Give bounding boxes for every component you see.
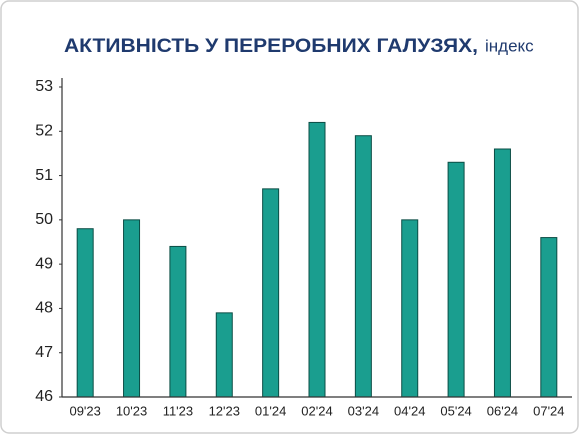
bar	[354, 135, 372, 398]
x-tick-label: 12'23	[209, 403, 240, 418]
bar	[540, 237, 558, 398]
x-tick-label: 01'24	[255, 403, 286, 418]
chart-subtitle: індекс	[485, 36, 534, 55]
x-tick-label: 04'24	[394, 403, 425, 418]
bar	[262, 188, 280, 398]
y-tick-label: 52	[35, 123, 53, 140]
x-tick-label: 10'23	[116, 403, 147, 418]
y-tick-label: 48	[35, 300, 53, 317]
bar	[447, 161, 465, 398]
x-tick-label: 09'23	[69, 403, 100, 418]
x-tick-label: 03'24	[348, 403, 379, 418]
x-tick-label: 07'24	[533, 403, 564, 418]
x-tick-label: 06'24	[487, 403, 518, 418]
y-tick-label: 46	[35, 388, 53, 405]
bar	[308, 121, 326, 398]
chart-title: АКТИВНІСТЬ У ПЕРЕРОБНИХ ГАЛУЗЯХ,	[64, 36, 478, 57]
bar	[493, 148, 511, 398]
y-tick-label: 53	[35, 78, 53, 95]
bar	[169, 245, 187, 398]
x-tick-label: 05'24	[440, 403, 471, 418]
y-tick-label: 47	[35, 344, 53, 361]
y-tick-label: 50	[35, 211, 53, 228]
bar	[76, 228, 94, 398]
y-tick-label: 51	[35, 167, 53, 184]
x-tick-label: 02'24	[301, 403, 332, 418]
bar	[215, 312, 233, 398]
y-tick-label: 49	[35, 255, 53, 272]
bar	[401, 219, 419, 398]
x-tick-label: 11'23	[163, 403, 193, 418]
bar	[123, 219, 141, 398]
